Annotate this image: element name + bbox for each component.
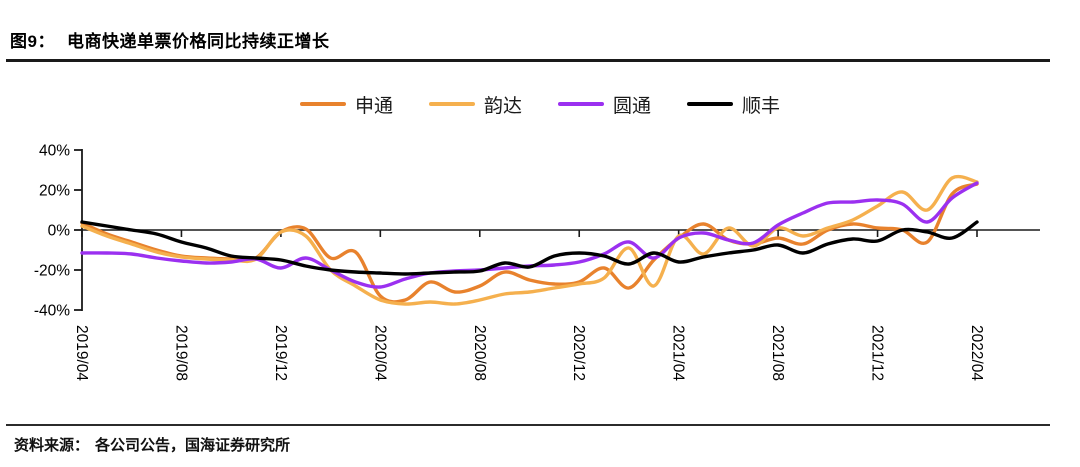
series-line-yunda (80, 174, 979, 306)
source-label: 资料来源： (14, 438, 90, 454)
x-axis-tick-label: 2020/08 (471, 325, 488, 381)
series-line-yuantong (80, 181, 979, 289)
y-axis-tick-label: 40% (39, 143, 70, 160)
x-axis-tick-label: 2021/12 (869, 325, 886, 381)
legend-line-swatch (687, 102, 734, 106)
y-axis-tick-label: -20% (34, 263, 70, 280)
source-note: 资料来源： 各公司公告，国海证券研究所 (14, 434, 290, 455)
x-axis-tick-label: 2022/04 (968, 325, 985, 381)
title-divider (6, 59, 1050, 62)
legend-label: 顺丰 (742, 95, 781, 117)
legend-line-swatch (299, 102, 346, 106)
series-line-shunfeng (80, 220, 979, 276)
y-axis-tick-label: 20% (39, 183, 70, 200)
x-axis-tick-label: 2019/08 (172, 325, 189, 381)
y-axis-tick-label: -40% (34, 303, 70, 320)
x-axis-tick-label: 2021/08 (769, 325, 786, 381)
line-chart: 40% 20% 0% -20% -40%2019/04 2019/08 2019/12 202… (34, 143, 1040, 381)
x-axis-tick-label: 2021/04 (670, 325, 687, 381)
y-axis-tick-label: 0% (48, 223, 71, 240)
x-axis-tick-label: 2019/04 (73, 325, 90, 381)
figure-title-text: 电商快递单票价格同比持续正增长 (66, 32, 330, 51)
chart-legend: 申通 韵达 圆通 顺丰 (0, 91, 1080, 118)
legend-line-swatch (558, 102, 604, 106)
legend-item-shunfeng: 顺丰 (687, 91, 780, 118)
legend-item-yuantong: 圆通 (558, 91, 651, 118)
footer-divider (6, 424, 1050, 426)
x-axis-tick-label: 2020/12 (570, 325, 587, 381)
figure-title: 图9： 电商快递单票价格同比持续正增长 (10, 27, 329, 52)
x-axis-tick-label: 2020/04 (371, 325, 388, 381)
legend-item-shentong: 申通 (299, 91, 393, 118)
x-axis-tick-label: 2019/12 (272, 325, 289, 381)
legend-item-yunda: 韵达 (428, 91, 522, 118)
legend-line-swatch (428, 102, 475, 106)
legend-label: 申通 (354, 95, 393, 117)
legend-label: 圆通 (613, 95, 652, 117)
legend-label: 韵达 (483, 95, 522, 117)
figure-number: 图9： (10, 32, 55, 51)
source-text: 各公司公告，国海证券研究所 (95, 438, 291, 454)
